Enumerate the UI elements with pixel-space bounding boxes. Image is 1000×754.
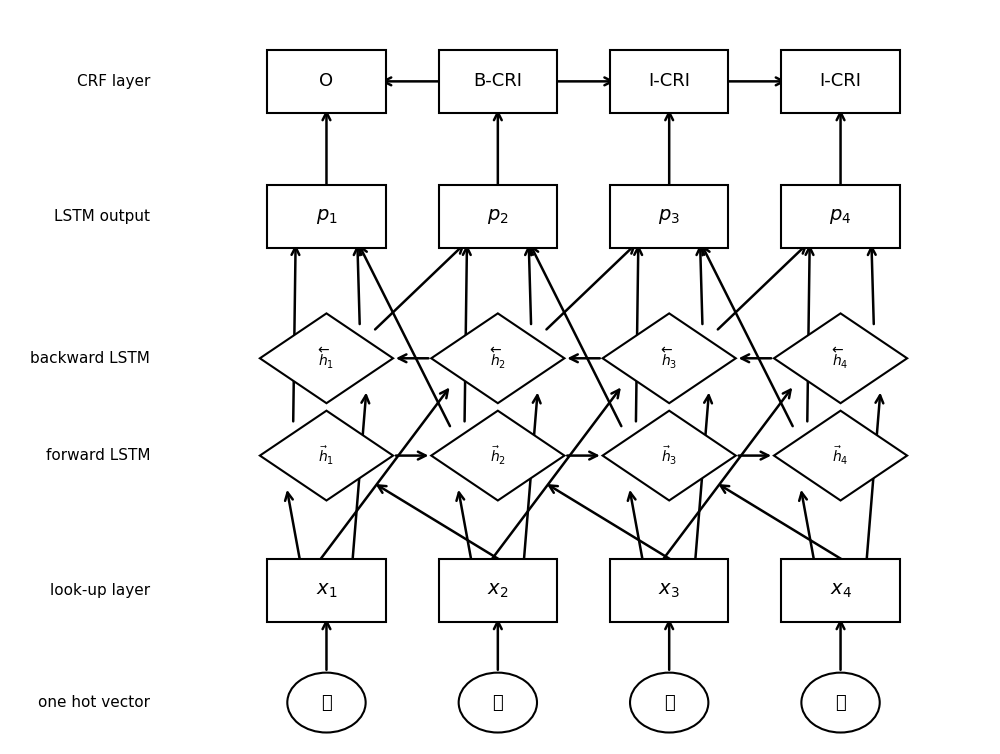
Circle shape <box>287 673 366 733</box>
Text: $\vec{h}_2$: $\vec{h}_2$ <box>490 445 506 467</box>
Polygon shape <box>260 314 393 403</box>
Text: backward LSTM: backward LSTM <box>30 351 150 366</box>
Text: $x_2$: $x_2$ <box>487 581 508 599</box>
Text: $\vec{h}_4$: $\vec{h}_4$ <box>832 445 849 467</box>
FancyBboxPatch shape <box>267 50 386 113</box>
Text: 罪: 罪 <box>835 694 846 712</box>
Text: $p_2$: $p_2$ <box>487 207 509 225</box>
Polygon shape <box>603 314 736 403</box>
Text: $p_3$: $p_3$ <box>658 207 680 225</box>
Text: $x_4$: $x_4$ <box>830 581 851 599</box>
Text: one hot vector: one hot vector <box>38 695 150 710</box>
Text: I-CRI: I-CRI <box>820 72 862 90</box>
Circle shape <box>459 673 537 733</box>
Circle shape <box>630 673 708 733</box>
Text: 盗: 盗 <box>492 694 503 712</box>
Text: $\overleftarrow{h}_3$: $\overleftarrow{h}_3$ <box>661 346 677 371</box>
Polygon shape <box>603 411 736 501</box>
FancyBboxPatch shape <box>781 185 900 247</box>
Text: $x_3$: $x_3$ <box>658 581 680 599</box>
FancyBboxPatch shape <box>781 559 900 622</box>
FancyBboxPatch shape <box>267 185 386 247</box>
FancyBboxPatch shape <box>610 50 728 113</box>
Text: $\overleftarrow{h}_2$: $\overleftarrow{h}_2$ <box>490 346 506 371</box>
Polygon shape <box>431 411 564 501</box>
FancyBboxPatch shape <box>781 50 900 113</box>
Polygon shape <box>774 314 907 403</box>
Text: $x_1$: $x_1$ <box>316 581 337 599</box>
Polygon shape <box>774 411 907 501</box>
FancyBboxPatch shape <box>439 559 557 622</box>
FancyBboxPatch shape <box>610 185 728 247</box>
Text: $p_4$: $p_4$ <box>829 207 852 225</box>
Text: B-CRI: B-CRI <box>473 72 522 90</box>
Text: I-CRI: I-CRI <box>648 72 690 90</box>
FancyBboxPatch shape <box>610 559 728 622</box>
Polygon shape <box>431 314 564 403</box>
Text: CRF layer: CRF layer <box>77 74 150 89</box>
FancyBboxPatch shape <box>267 559 386 622</box>
Text: $\overleftarrow{h}_4$: $\overleftarrow{h}_4$ <box>832 346 849 371</box>
Text: $p_1$: $p_1$ <box>316 207 337 225</box>
FancyBboxPatch shape <box>439 185 557 247</box>
Circle shape <box>801 673 880 733</box>
Text: $\vec{h}_3$: $\vec{h}_3$ <box>661 445 677 467</box>
Text: 窃: 窃 <box>664 694 675 712</box>
Polygon shape <box>260 411 393 501</box>
Text: $\overleftarrow{h}_1$: $\overleftarrow{h}_1$ <box>318 346 335 371</box>
Text: O: O <box>319 72 334 90</box>
Text: forward LSTM: forward LSTM <box>46 448 150 463</box>
Text: 犯: 犯 <box>321 694 332 712</box>
Text: look-up layer: look-up layer <box>50 583 150 598</box>
FancyBboxPatch shape <box>439 50 557 113</box>
Text: LSTM output: LSTM output <box>54 209 150 224</box>
Text: $\vec{h}_1$: $\vec{h}_1$ <box>318 445 335 467</box>
